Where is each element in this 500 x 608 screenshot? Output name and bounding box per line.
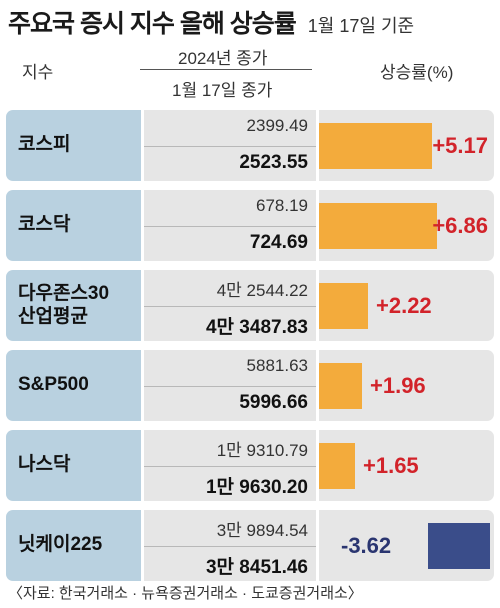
index-row: 코스닥 678.19 724.69 +6.86 xyxy=(6,190,494,261)
index-row: 다우존스30 산업평균 4만 2544.22 4만 3487.83 +2.22 xyxy=(6,270,494,341)
prev-close-value: 3만 9894.54 xyxy=(216,521,308,540)
index-name: 나스닥 xyxy=(6,430,141,501)
index-name: 닛케이225 xyxy=(6,510,141,581)
close-values-cell: 4만 2544.22 4만 3487.83 xyxy=(144,270,316,341)
value-separator xyxy=(144,145,316,147)
rate-label: +1.65 xyxy=(363,452,419,478)
index-row: 나스닥 1만 9310.79 1만 9630.20 +1.65 xyxy=(6,430,494,501)
chart-title-group: 주요국 증시 지수 올해 상승률 1월 17일 기준 xyxy=(8,4,414,38)
prev-close-value: 5881.63 xyxy=(246,356,308,375)
close-values-cell: 1만 9310.79 1만 9630.20 xyxy=(144,430,316,501)
rate-bar xyxy=(428,522,490,569)
date-note: 1월 17일 기준 xyxy=(307,16,415,36)
close-values-cell: 5881.63 5996.66 xyxy=(144,350,316,421)
close-values-cell: 2399.49 2523.55 xyxy=(144,110,316,181)
rate-bar xyxy=(319,442,355,489)
header-divider xyxy=(140,69,312,70)
value-separator xyxy=(144,225,316,227)
rate-bar xyxy=(319,202,437,249)
curr-close-value: 5996.66 xyxy=(239,391,308,413)
source-note: 〈자료: 한국거래소 · 뉴욕증권거래소 · 도쿄증권거래소〉 xyxy=(8,585,363,602)
index-row: 닛케이225 3만 9894.54 3만 8451.46 -3.62 xyxy=(6,510,494,581)
prev-close-value: 678.19 xyxy=(256,196,308,215)
close-values-cell: 3만 9894.54 3만 8451.46 xyxy=(144,510,316,581)
header-rate: 상승률(%) xyxy=(380,63,454,82)
rate-label: +2.22 xyxy=(376,292,432,318)
rate-bar xyxy=(319,362,362,409)
rate-bar-cell: +1.96 xyxy=(319,350,494,421)
header-prev-close: 2024년 종가 xyxy=(178,49,268,68)
prev-close-value: 2399.49 xyxy=(246,116,308,135)
rate-bar xyxy=(319,282,368,329)
curr-close-value: 3만 8451.46 xyxy=(205,556,308,578)
curr-close-value: 724.69 xyxy=(249,231,308,253)
chart-title: 주요국 증시 지수 올해 상승률 xyxy=(8,10,297,38)
rate-label: +5.17 xyxy=(432,132,488,158)
close-values-cell: 678.19 724.69 xyxy=(144,190,316,261)
rate-bar-cell: +2.22 xyxy=(319,270,494,341)
value-separator xyxy=(144,305,316,307)
rate-bar-cell: +6.86 xyxy=(319,190,494,261)
rate-label: +1.96 xyxy=(370,372,426,398)
value-separator xyxy=(144,385,316,387)
index-row: 코스피 2399.49 2523.55 +5.17 xyxy=(6,110,494,181)
index-row: S&P500 5881.63 5996.66 +1.96 xyxy=(6,350,494,421)
index-name: 다우존스30 산업평균 xyxy=(6,270,141,341)
header-curr-close: 1월 17일 종가 xyxy=(172,81,273,100)
prev-close-value: 1만 9310.79 xyxy=(216,441,308,460)
rate-bar-cell: -3.62 xyxy=(319,510,494,581)
curr-close-value: 4만 3487.83 xyxy=(205,316,308,338)
index-name: 코스닥 xyxy=(6,190,141,261)
value-separator xyxy=(144,465,316,467)
value-separator xyxy=(144,545,316,547)
rate-bar-cell: +5.17 xyxy=(319,110,494,181)
index-name: 코스피 xyxy=(6,110,141,181)
index-name: S&P500 xyxy=(6,350,141,421)
rate-bar xyxy=(319,122,432,169)
rate-label: -3.62 xyxy=(341,532,392,558)
prev-close-value: 4만 2544.22 xyxy=(216,281,308,300)
curr-close-value: 2523.55 xyxy=(239,151,308,173)
header-index: 지수 xyxy=(22,63,54,82)
curr-close-value: 1만 9630.20 xyxy=(205,476,308,498)
rate-bar-cell: +1.65 xyxy=(319,430,494,501)
rate-label: +6.86 xyxy=(432,212,488,238)
